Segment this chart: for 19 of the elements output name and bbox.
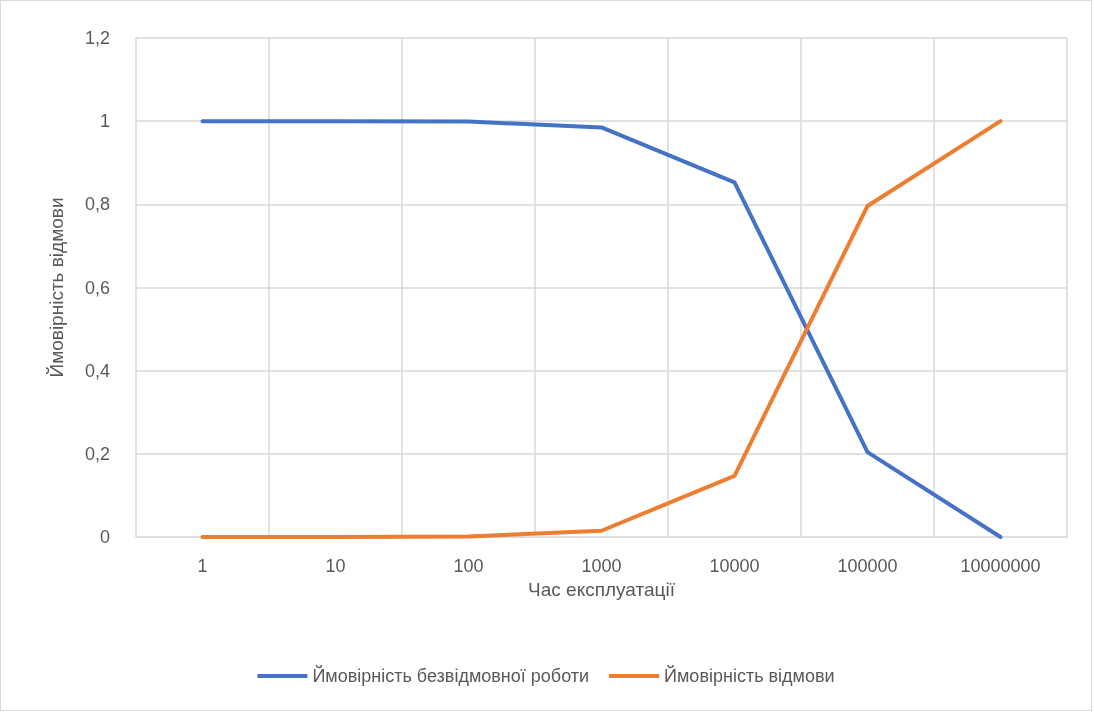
x-tick-label: 100: [453, 556, 484, 576]
legend-label: Ймовірність відмови: [664, 665, 835, 686]
y-tick-label: 1: [99, 111, 110, 132]
y-axis-title: Ймовірність відмови: [46, 197, 67, 378]
x-axis-title: Час експлуатації: [528, 578, 676, 600]
x-tick-label: 10000: [709, 556, 760, 576]
x-tick-label: 1000: [581, 556, 622, 576]
legend-label: Ймовірність безвідмовної роботи: [312, 665, 590, 686]
y-tick-label: 0,2: [84, 443, 110, 464]
y-tick-label: 1,2: [84, 28, 110, 48]
y-tick-label: 0: [99, 527, 110, 547]
y-tick-label: 0,8: [84, 194, 110, 215]
line-series: [200, 119, 1003, 539]
y-tick-label: 0,6: [84, 277, 110, 298]
x-tick-label: 100000: [837, 556, 898, 576]
x-tick-label: 10: [325, 556, 346, 576]
x-tick-label: 1: [197, 556, 208, 576]
y-tick-label: 0,4: [84, 360, 110, 381]
x-tick-label: 10000000: [960, 556, 1041, 576]
